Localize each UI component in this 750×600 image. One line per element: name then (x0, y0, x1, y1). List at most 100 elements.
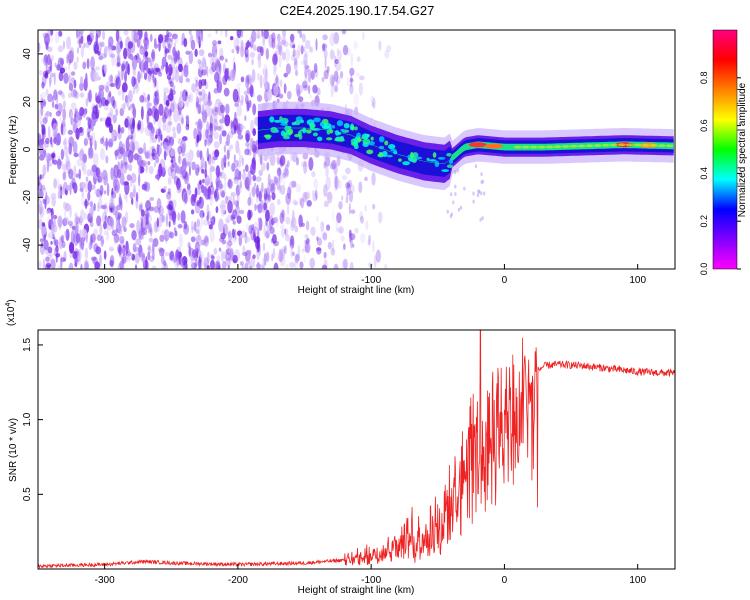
spectrogram-noise-cell (131, 55, 138, 70)
spectrogram-noise-cell (127, 63, 130, 76)
spectrogram-noise-cell (224, 155, 227, 162)
spectrogram-noise-cell (99, 117, 103, 122)
spectrogram-noise-cell (125, 137, 130, 152)
spectrogram-noise-cell (204, 169, 208, 178)
spectrogram-noise-cell (118, 140, 123, 154)
y-tick-label: -20 (22, 190, 33, 205)
spectrogram-noise-cell (57, 215, 63, 228)
spectrogram-noise-cell (263, 187, 267, 202)
spectrogram-noise-cell (85, 41, 90, 49)
spectrogram-noise-cell (162, 120, 166, 132)
spectrogram-noise-cell (51, 197, 56, 207)
spectrogram-noise-cell (129, 117, 135, 130)
spectrogram-noise-cell (284, 48, 291, 63)
spectrogram-noise-cell (62, 140, 67, 146)
spectrogram-noise-cell (121, 63, 126, 72)
spectrogram-noise-cell (221, 260, 227, 269)
spectrogram-noise-cell (167, 63, 173, 76)
spectrogram-noise-cell (172, 46, 176, 57)
spectrogram-noise-cell (385, 44, 392, 53)
spectrogram-noise-cell (269, 202, 276, 216)
spectrogram-noise-cell (249, 191, 252, 205)
spectrogram-noise-cell (449, 214, 453, 219)
spectrogram-noise-cell (42, 164, 47, 176)
spectrogram-ridge-blob (426, 157, 430, 161)
spectrogram-noise-cell (152, 74, 155, 84)
snr-x-label: Height of straight line (km) (298, 585, 415, 596)
spectrogram-noise-cell (202, 178, 205, 184)
spectrogram-noise-cell (148, 237, 154, 243)
spectrogram-noise-cell (99, 253, 102, 267)
spectrogram-noise-cell (228, 231, 231, 238)
spectrogram-noise-cell (103, 250, 107, 260)
spectrogram-noise-cell (266, 182, 271, 194)
spectrogram-noise-cell (261, 182, 264, 193)
spectrogram-noise-cell (164, 251, 170, 257)
spectrogram-ridge-blob (434, 160, 440, 168)
spectrogram-noise-cell (125, 251, 132, 257)
spectrogram-noise-cell (112, 114, 117, 124)
spectrogram-noise-cell (240, 40, 244, 52)
spectrogram-noise-cell (96, 234, 102, 242)
spectrogram-noise-cell (219, 104, 226, 114)
spectrogram-noise-cell (239, 100, 244, 107)
spectrogram-noise-cell (182, 89, 188, 102)
spectrogram-noise-cell (220, 232, 226, 240)
spectrogram-noise-cell (138, 204, 143, 212)
spectrogram-noise-cell (223, 87, 230, 97)
colorbar: 0.0 0.2 0.4 0.6 0.8 Normalized spectral ampl… (699, 29, 748, 275)
x-tick-label: 100 (629, 275, 646, 286)
spectrogram-noise-cell (181, 136, 188, 142)
spectrogram-noise-cell (268, 33, 274, 48)
spectrogram-ridge-blob (353, 138, 358, 145)
spectrogram-noise-cell (295, 183, 302, 193)
spectrogram-noise-cell (261, 30, 264, 38)
spectrogram-ridge-blob (287, 128, 294, 135)
spectrogram-noise-cell (163, 185, 167, 191)
spectrogram-tail-highlight (609, 143, 618, 147)
spectrogram-noise-cell (138, 37, 142, 46)
spectrogram-ridge-blob (366, 149, 374, 155)
spectrogram-noise-cell (60, 234, 65, 243)
spectrogram-noise-cell (304, 191, 311, 200)
spectrogram-noise-cell (163, 229, 170, 242)
spectrogram-noise-cell (321, 264, 328, 269)
spectrogram-noise-cell (251, 30, 257, 43)
spectrogram-noise-cell (80, 236, 85, 251)
spectrogram-noise-cell (166, 204, 173, 210)
spectrogram-noise-cell (68, 59, 71, 65)
spectrogram-noise-cell (244, 236, 251, 243)
spectrogram-noise-cell (370, 95, 374, 103)
spectrogram-noise-cell (92, 105, 98, 115)
spectrogram-noise-cell (145, 160, 148, 173)
spectrogram-noise-cell (117, 263, 123, 269)
spectrogram-noise-cell (98, 88, 105, 101)
spectrogram-noise-cell (248, 209, 253, 219)
spectrogram-noise-cell (46, 259, 51, 266)
spectrogram-noise-cell (252, 254, 256, 259)
spectrogram-noise-cell (358, 181, 363, 194)
spectrogram-noise-cell (163, 260, 167, 267)
spectrogram-noise-cell (41, 124, 45, 129)
spectrogram-noise-cell (205, 129, 209, 139)
spectrogram-noise-cell (204, 62, 207, 76)
spectrogram-noise-cell (216, 262, 220, 269)
spectrogram-noise-cell (112, 205, 118, 216)
spectrogram-noise-cell (58, 71, 64, 82)
spectrogram-noise-cell (167, 93, 174, 102)
spectrogram-noise-cell (58, 30, 63, 37)
spectrogram-noise-cell (73, 118, 78, 124)
snr-y-ticks: 0.5 1.0 1.5 (22, 338, 43, 501)
spectrogram-noise-cell (273, 262, 279, 269)
spectrogram-noise-cell (178, 233, 184, 248)
spectrogram-noise-cell (235, 184, 241, 197)
spectrogram-noise-cell (156, 217, 160, 228)
spectrogram-noise-cell (100, 137, 104, 145)
spectrogram-noise-cell (323, 200, 329, 208)
spectrogram-noise-cell (41, 173, 45, 180)
spectrogram-noise-cell (168, 211, 174, 221)
spectrogram-ridge-blob (437, 157, 446, 160)
spectrogram-noise-cell (341, 175, 348, 180)
spectrogram-noise-cell (166, 39, 171, 47)
spectrogram-noise-cell (99, 185, 104, 196)
